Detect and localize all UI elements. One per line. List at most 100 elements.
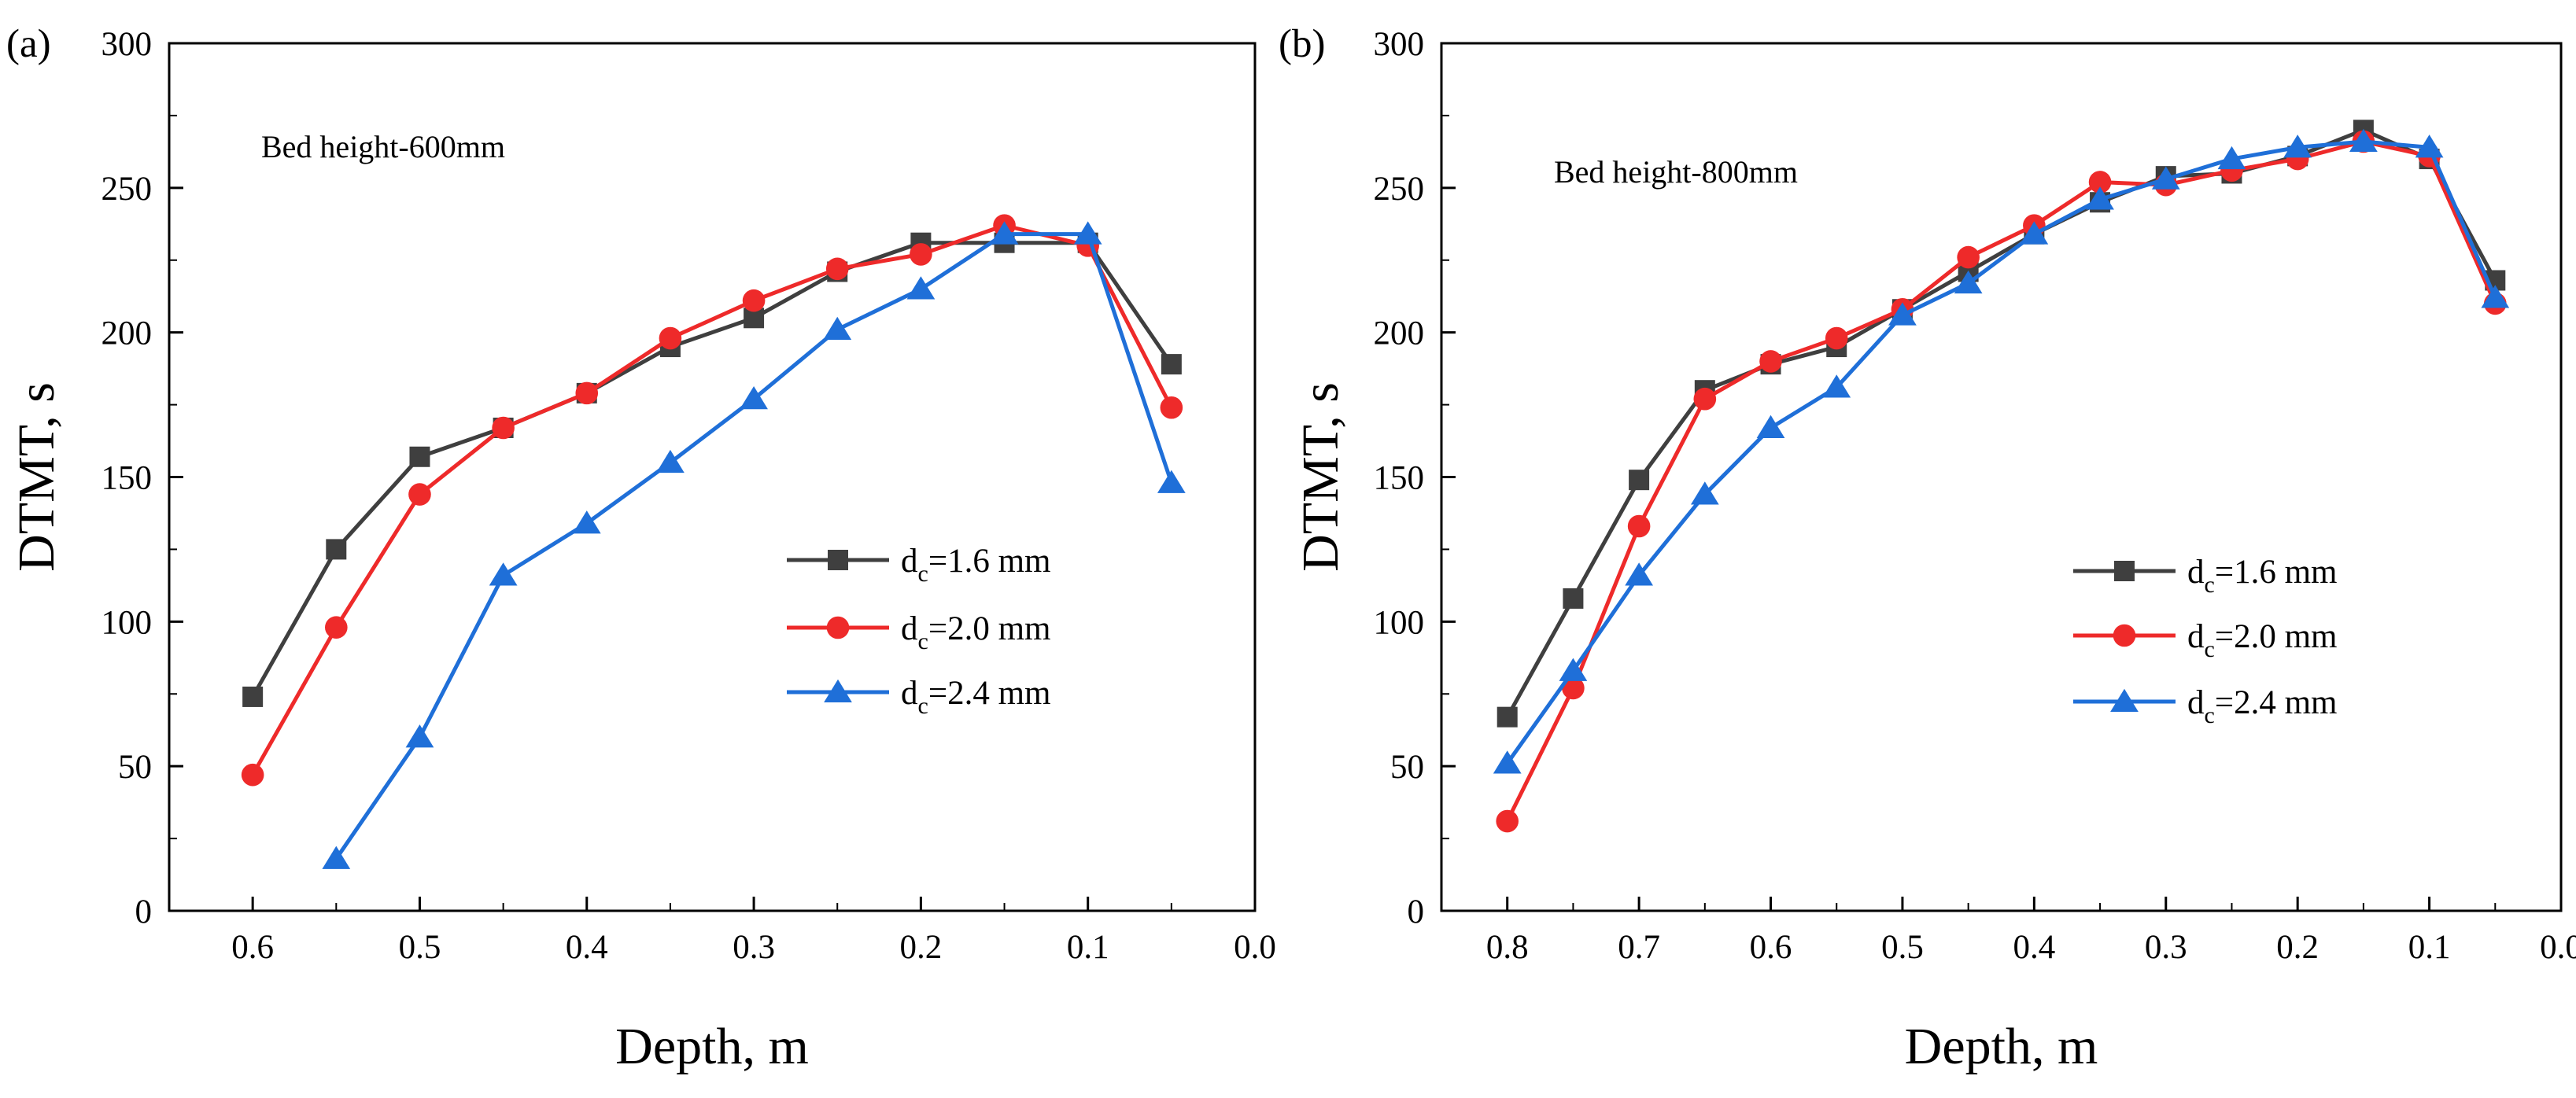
data-point-triangle: [1625, 562, 1653, 586]
legend-label: dc=1.6 mm: [2187, 554, 2337, 598]
data-point-triangle: [1822, 374, 1851, 398]
y-tick-label: 200: [101, 315, 153, 352]
x-axis-title: Depth, m: [1905, 1018, 2098, 1075]
data-point-square: [1563, 588, 1584, 609]
data-point-square: [242, 686, 264, 707]
data-point-square: [1161, 354, 1182, 375]
y-tick-label: 150: [101, 460, 153, 497]
legend-item: dc=1.6 mm: [787, 543, 1050, 587]
data-point-circle: [826, 616, 850, 639]
x-tick-label: 0.3: [2145, 929, 2187, 966]
legend-label: dc=2.0 mm: [901, 610, 1050, 654]
x-tick-label: 0.6: [1750, 929, 1792, 966]
y-tick-label: 300: [1374, 26, 1425, 63]
data-point-circle: [659, 326, 682, 350]
data-point-triangle: [2151, 166, 2180, 190]
x-tick-label: 0.0: [1234, 929, 1276, 966]
data-point-triangle: [1157, 470, 1186, 493]
y-tick-label: 100: [1374, 604, 1425, 641]
x-tick-label: 0.5: [399, 929, 441, 966]
legend-label: dc=2.4 mm: [901, 675, 1050, 719]
data-point-circle: [2088, 171, 2112, 193]
y-tick-label: 50: [1390, 749, 1424, 786]
x-tick-label: 0.1: [2408, 929, 2451, 966]
data-point-triangle: [1493, 750, 1522, 774]
data-point-circle: [1825, 326, 1848, 350]
data-point-triangle: [990, 221, 1019, 245]
data-point-circle: [1957, 245, 1980, 269]
y-tick-label: 250: [1374, 171, 1425, 208]
x-tick-label: 0.8: [1486, 929, 1529, 966]
data-point-triangle: [824, 679, 852, 702]
y-tick-label: 250: [101, 171, 153, 208]
y-tick-label: 200: [1374, 315, 1425, 352]
data-point-circle: [1496, 809, 1519, 833]
data-point-circle: [825, 257, 849, 281]
y-tick-label: 50: [118, 749, 152, 786]
data-point-triangle: [2086, 186, 2114, 210]
x-tick-label: 0.3: [733, 929, 775, 966]
data-point-square: [409, 446, 430, 467]
data-point-square: [828, 550, 848, 570]
data-point-triangle: [2020, 221, 2049, 245]
x-tick-label: 0.4: [566, 929, 608, 966]
legend-item: dc=2.0 mm: [2073, 618, 2337, 662]
x-tick-label: 0.6: [231, 929, 274, 966]
x-tick-label: 0.0: [2540, 929, 2576, 966]
data-point-circle: [1759, 350, 1782, 373]
series-line: [250, 223, 1174, 776]
data-point-square: [2114, 561, 2135, 581]
data-point-triangle: [2349, 128, 2378, 153]
data-point-triangle: [1559, 658, 1588, 681]
x-tick-label: 0.2: [2276, 929, 2319, 966]
legend-label: dc=2.4 mm: [2187, 684, 2337, 728]
data-point-triangle: [1756, 415, 1785, 438]
legend: dc=1.6 mm dc=2.0 mm dc=2.4 mm: [2073, 554, 2337, 728]
data-point-triangle: [2110, 688, 2139, 712]
legend-item: dc=2.4 mm: [2073, 684, 2337, 728]
y-tick-label: 300: [101, 26, 153, 63]
data-point-circle: [492, 416, 515, 440]
chart-panel-b: 0 50 100 150 200 250 300 0.8 0.7 0.6 0.5 0.4 0.3 0.2 0…: [1279, 22, 2576, 1075]
data-point-square: [1497, 706, 1518, 728]
x-tick-label: 0.1: [1067, 929, 1109, 966]
x-tick-label: 0.7: [1618, 929, 1660, 966]
data-point-triangle: [1073, 221, 1102, 245]
x-tick-label: 0.2: [900, 929, 943, 966]
data-point-triangle: [2481, 285, 2510, 308]
data-point-triangle: [1888, 302, 1917, 326]
x-tick-label: 0.4: [2013, 929, 2055, 966]
data-point-triangle: [2283, 134, 2312, 158]
data-point-circle: [1693, 387, 1717, 411]
data-point-circle: [1562, 676, 1585, 700]
series-dc16: [1497, 120, 2506, 728]
data-point-triangle: [1954, 270, 1983, 294]
series-dc20: [1496, 130, 2507, 833]
y-axis-title: DTMT, s: [8, 382, 65, 572]
panel-label: (a): [6, 22, 51, 66]
legend-item: dc=2.0 mm: [787, 610, 1050, 654]
data-point-triangle: [2217, 146, 2246, 170]
data-point-triangle: [322, 846, 351, 869]
bed-height-annotation: Bed height-600mm: [261, 129, 505, 164]
data-point-triangle: [572, 510, 601, 534]
data-point-circle: [910, 243, 932, 266]
series-line: [1505, 127, 2497, 718]
data-point-triangle: [2415, 134, 2444, 158]
data-point-circle: [241, 763, 264, 787]
data-point-circle: [742, 289, 766, 312]
plot-frame: [168, 42, 1257, 912]
legend-label: dc=2.0 mm: [2187, 618, 2337, 662]
series-dc24: [322, 221, 1186, 869]
data-point-triangle: [823, 316, 852, 340]
x-tick-label: 0.5: [1881, 929, 1924, 966]
legend-item: dc=1.6 mm: [2073, 554, 2337, 598]
data-point-circle: [575, 381, 599, 405]
panel-label: (b): [1279, 22, 1325, 66]
legend-label: dc=1.6 mm: [901, 543, 1050, 587]
x-axis-title: Depth, m: [615, 1018, 809, 1075]
data-point-triangle: [405, 724, 434, 748]
y-axis-title: DTMT, s: [1292, 382, 1349, 572]
data-point-triangle: [740, 385, 768, 410]
